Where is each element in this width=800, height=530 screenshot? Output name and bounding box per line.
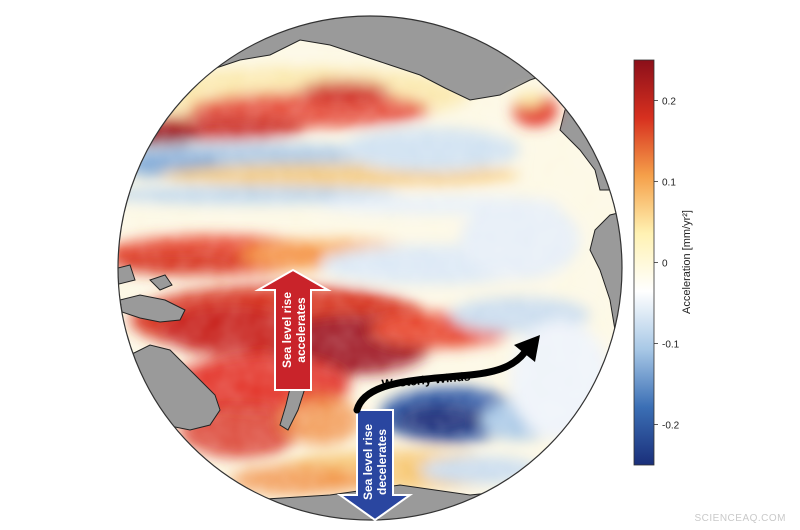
- colorbar-axis-label: Acceleration [mm/yr²]: [681, 210, 693, 314]
- land-islands-2: [118, 264, 136, 286]
- colorbar-tick-label: 0: [662, 259, 668, 270]
- colorbar-tick-label: 0.1: [662, 178, 676, 189]
- land-islands-1: [149, 274, 173, 291]
- colorbar-tick-label: -0.1: [662, 340, 680, 351]
- colorbar: 0.2 0.1 0 -0.1 -0.2 Acceleration [mm/yr²]: [633, 59, 693, 466]
- gulf-region: [513, 92, 557, 126]
- colorbar-tick-label: 0.2: [662, 97, 676, 108]
- accelerates-label-line1: Sea level rise: [280, 292, 294, 368]
- land-new-guinea: [119, 294, 186, 323]
- decelerates-label-line2: decelerates: [375, 429, 389, 495]
- globe-outline: [117, 15, 623, 521]
- decelerates-label-line1: Sea level rise: [361, 424, 375, 500]
- accelerates-label-line2: accelerates: [294, 297, 308, 363]
- colorbar-bar: [633, 59, 655, 466]
- decelerates-arrow: Sea level rise decelerates: [336, 409, 414, 522]
- watermark: SCIENCEAQ.COM: [694, 513, 786, 524]
- colorbar-ticks: 0.2 0.1 0 -0.1 -0.2: [654, 97, 680, 432]
- accelerates-arrow: Sea level rise accelerates: [254, 268, 332, 391]
- colorbar-tick-label: -0.2: [662, 421, 680, 432]
